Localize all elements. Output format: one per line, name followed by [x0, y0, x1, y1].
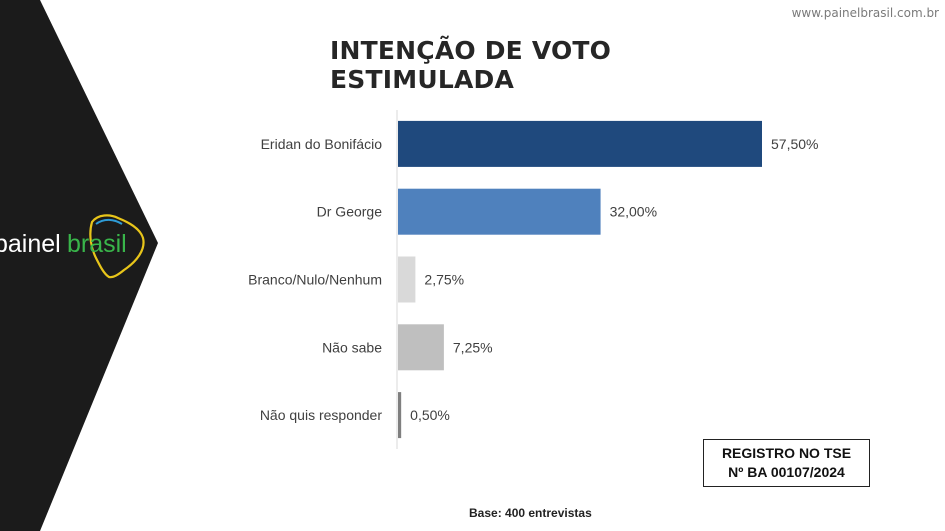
dark-chevron-shape	[0, 0, 158, 531]
brazil-map-icon-inner	[95, 218, 123, 225]
logo-text-brasil: brasil	[67, 230, 127, 258]
value-label-4: 0,50%	[410, 407, 450, 423]
tse-line-2: Nº BA 00107/2024	[728, 464, 845, 480]
value-label-3: 7,25%	[453, 339, 493, 355]
bar-1	[398, 188, 601, 235]
category-label-4: Não quis responder	[260, 407, 383, 423]
sample-base-note: Base: 400 entrevistas	[469, 506, 592, 520]
brazil-map-icon	[89, 214, 145, 279]
brand-panel: painel brasil	[0, 0, 158, 531]
category-label-0: Eridan do Bonifácio	[261, 136, 383, 152]
category-label-3: Não sabe	[322, 339, 382, 355]
bar-4	[398, 392, 402, 439]
logo-text-painel: painel	[0, 230, 61, 258]
value-label-1: 32,00%	[610, 204, 657, 220]
page-title: INTENÇÃO DE VOTO ESTIMULADA	[330, 36, 612, 94]
website-url[interactable]: www.painelbrasil.com.br	[791, 6, 939, 20]
category-label-2: Branco/Nulo/Nenhum	[248, 272, 382, 288]
painelbrasil-logo: painel brasil	[0, 214, 145, 279]
value-label-0: 57,50%	[771, 136, 818, 152]
bar-3	[398, 324, 444, 371]
value-label-2: 2,75%	[424, 272, 464, 288]
tse-registration-box: REGISTRO NO TSE Nº BA 00107/2024	[703, 439, 870, 487]
category-label-1: Dr George	[317, 204, 383, 220]
bar-0	[398, 120, 762, 167]
tse-line-1: REGISTRO NO TSE	[721, 445, 852, 461]
bar-2	[398, 256, 416, 303]
